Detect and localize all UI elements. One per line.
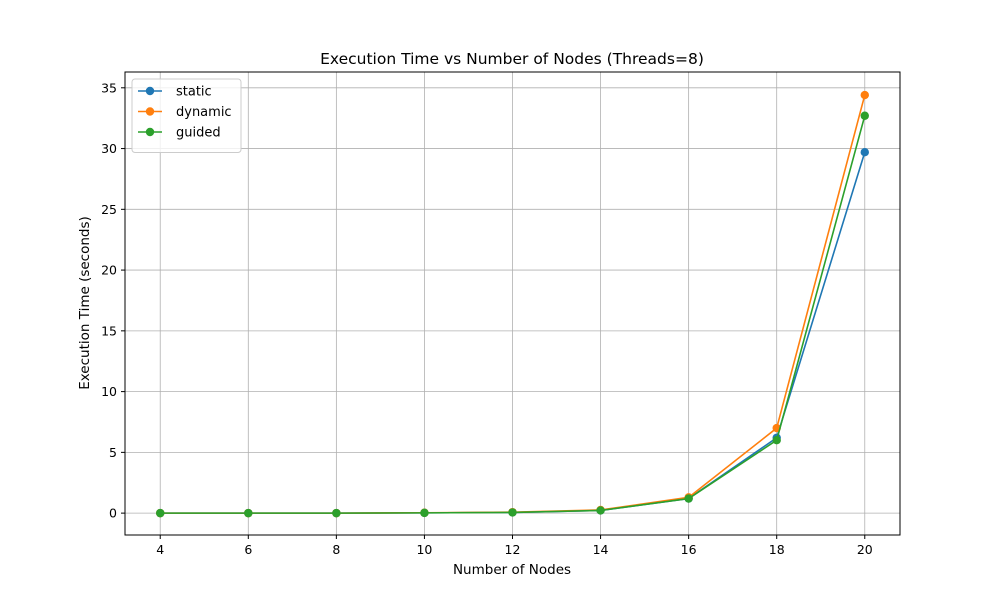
legend: static dynamic guided [131,78,242,153]
x-tick-label: 8 [332,542,340,557]
y-tick-label: 20 [101,263,117,278]
x-tick-label: 16 [681,542,697,557]
chart-title: Execution Time vs Number of Nodes (Threa… [320,50,704,68]
legend-marker-dynamic [145,107,155,116]
data-point-dynamic [860,90,869,100]
x-axis-label: Number of Nodes [453,562,571,578]
data-point-guided [420,508,429,518]
y-tick-label: 30 [101,141,117,156]
y-tick-label: 10 [101,384,117,399]
series-lines [156,90,869,518]
x-tick-label: 6 [244,542,252,557]
x-tick-label: 12 [505,542,521,557]
data-point-guided [596,506,605,515]
axis-ticks: 4 6 8 10 12 14 16 18 20 0 5 10 15 20 25 30 35 [101,80,873,557]
data-point-guided [772,436,781,445]
legend-marker-guided [145,127,155,137]
legend-box [131,78,242,153]
y-tick-label: 35 [101,80,117,95]
legend-label-static: static [176,85,212,100]
y-axis-label: Execution Time (seconds) [77,216,93,390]
legend-label-dynamic: dynamic [176,105,232,120]
y-tick-label: 0 [109,506,117,521]
data-point-static [860,148,869,157]
legend-label-guided: guided [176,126,221,141]
y-tick-label: 15 [101,323,117,338]
data-point-guided [244,508,253,518]
data-point-guided [684,494,693,503]
data-point-guided [156,508,165,518]
y-tick-label: 25 [101,202,117,217]
x-tick-label: 18 [769,542,785,557]
x-tick-label: 4 [156,542,164,557]
series-guided [156,111,869,518]
data-point-guided [860,111,869,120]
x-tick-label: 20 [857,542,873,557]
legend-marker-static [145,86,155,96]
x-tick-label: 14 [593,542,609,557]
x-tick-label: 10 [416,542,432,557]
data-point-guided [332,508,341,518]
y-tick-label: 5 [109,445,117,460]
data-point-guided [508,508,517,517]
